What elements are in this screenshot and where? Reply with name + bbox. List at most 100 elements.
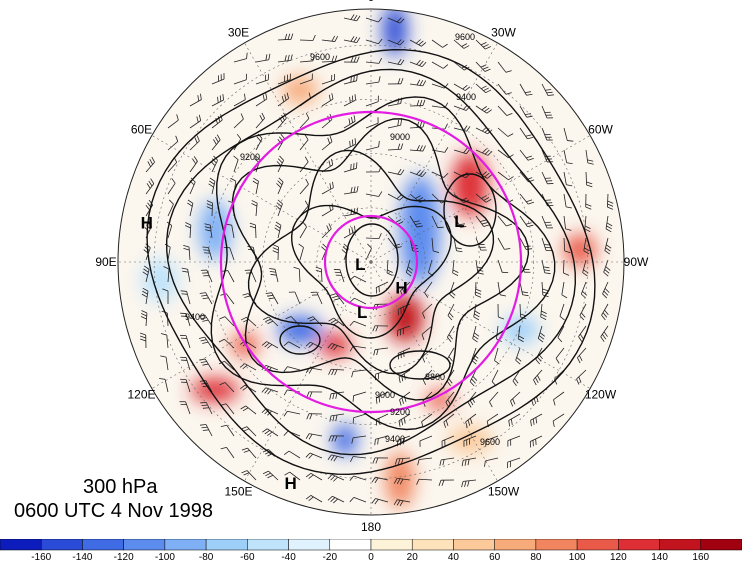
contour-label: 9600 bbox=[480, 437, 500, 447]
wind-barb bbox=[387, 119, 402, 129]
wind-barb bbox=[541, 237, 553, 252]
low-pressure-label: L bbox=[355, 255, 365, 274]
wind-barb bbox=[269, 268, 279, 283]
wind-barb bbox=[349, 297, 367, 305]
wind-barb bbox=[349, 320, 367, 327]
colorbar-tick-label: 60 bbox=[489, 552, 501, 561]
colorbar-box bbox=[123, 539, 166, 551]
wind-barb bbox=[349, 456, 367, 463]
wind-barb bbox=[251, 200, 258, 217]
wind-barb bbox=[142, 265, 150, 283]
wind-barb bbox=[352, 391, 367, 402]
wind-barb bbox=[447, 325, 455, 343]
wind-barb bbox=[283, 410, 301, 417]
contour-label: 9600 bbox=[455, 32, 475, 42]
wind-barb bbox=[220, 424, 235, 437]
wind-barb bbox=[241, 447, 257, 459]
wind-barb bbox=[349, 475, 367, 481]
colorbar-tick-label: 100 bbox=[569, 552, 586, 561]
wind-barb bbox=[330, 293, 345, 305]
wind-barb bbox=[365, 191, 383, 197]
wind-barb bbox=[529, 435, 543, 448]
colorbar-box bbox=[247, 539, 289, 551]
wind-barb bbox=[497, 259, 509, 273]
wind-barb bbox=[233, 113, 244, 129]
wind-barb bbox=[233, 93, 246, 107]
wind-barb bbox=[305, 495, 323, 503]
wind-barb bbox=[577, 347, 587, 364]
wind-barb bbox=[277, 73, 291, 85]
wind-barb bbox=[475, 215, 490, 227]
wind-barb bbox=[162, 288, 169, 305]
contour-label: 9400 bbox=[385, 434, 405, 444]
wind-barb bbox=[472, 325, 480, 343]
wind-barb bbox=[262, 470, 279, 481]
wind-barb bbox=[497, 171, 514, 181]
wind-barb bbox=[167, 199, 174, 217]
wind-barb bbox=[145, 178, 155, 195]
contour-label: 9000 bbox=[390, 132, 410, 142]
wind-barb bbox=[541, 127, 553, 141]
wind-barb bbox=[180, 334, 191, 349]
wind-barb bbox=[321, 73, 336, 85]
wind-barb bbox=[180, 312, 191, 327]
wind-barb bbox=[159, 378, 169, 393]
wind-barb bbox=[365, 17, 383, 23]
wind-barb bbox=[299, 54, 315, 63]
wind-barb bbox=[365, 232, 382, 240]
wind-barb bbox=[180, 290, 191, 305]
high-pressure-label: H bbox=[284, 474, 296, 493]
meridian-line bbox=[244, 42, 372, 263]
wind-barb bbox=[333, 269, 345, 283]
wind-barb bbox=[563, 237, 571, 254]
wind-barb bbox=[180, 378, 191, 393]
longitude-label: 90W bbox=[624, 255, 649, 269]
longitude-label: 120W bbox=[585, 388, 617, 402]
colorbar-tick-label: -120 bbox=[114, 552, 134, 561]
meridian-line bbox=[151, 261, 372, 389]
wind-barb bbox=[321, 181, 334, 195]
outer-reference-circle bbox=[219, 110, 523, 414]
colorbar-box bbox=[0, 539, 42, 551]
wind-barb bbox=[202, 246, 213, 261]
wind-barb bbox=[160, 333, 169, 349]
wind-barb bbox=[409, 99, 426, 107]
wind-barb bbox=[343, 115, 356, 129]
wind-barb bbox=[307, 316, 323, 327]
wind-barb bbox=[328, 435, 345, 442]
wind-barb bbox=[327, 343, 345, 351]
wind-barb bbox=[200, 269, 213, 283]
wind-barb bbox=[283, 450, 301, 459]
wind-barb bbox=[233, 52, 248, 63]
wind-barb bbox=[140, 310, 148, 327]
wind-barb bbox=[552, 413, 565, 428]
wind-barb bbox=[452, 259, 459, 276]
wind-barb bbox=[519, 149, 534, 161]
wind-barb bbox=[239, 363, 257, 371]
colorbar-ticks: -160 -140 -120 -100 -80 -60 -40 -20 0 20 40 60 80 100… bbox=[31, 552, 709, 561]
height-contour bbox=[210, 96, 556, 431]
colorbar-box bbox=[618, 539, 660, 551]
wind-barb bbox=[489, 391, 499, 408]
colorbar-box bbox=[40, 539, 83, 551]
wind-barb bbox=[602, 281, 610, 299]
wind-barb bbox=[349, 345, 367, 352]
height-contour bbox=[231, 118, 530, 401]
wind-barb bbox=[327, 454, 345, 462]
colorbar-boxes bbox=[0, 539, 742, 551]
wind-barb bbox=[163, 266, 170, 283]
wind-barb bbox=[321, 223, 332, 239]
wind-barb bbox=[365, 57, 382, 64]
wind-barb bbox=[371, 476, 389, 484]
wind-barb bbox=[443, 413, 455, 428]
wind-barb bbox=[431, 39, 448, 48]
pressure-centers: H L L H L H bbox=[141, 212, 465, 493]
wind-barb bbox=[441, 435, 455, 448]
wind-barb bbox=[409, 215, 423, 228]
wind-barb bbox=[283, 341, 301, 349]
wind-barb bbox=[198, 336, 213, 349]
wind-barb bbox=[541, 215, 553, 229]
wind-barb bbox=[255, 112, 265, 129]
colorbar-tick-label: 120 bbox=[610, 552, 627, 561]
wind-barb bbox=[219, 316, 235, 327]
